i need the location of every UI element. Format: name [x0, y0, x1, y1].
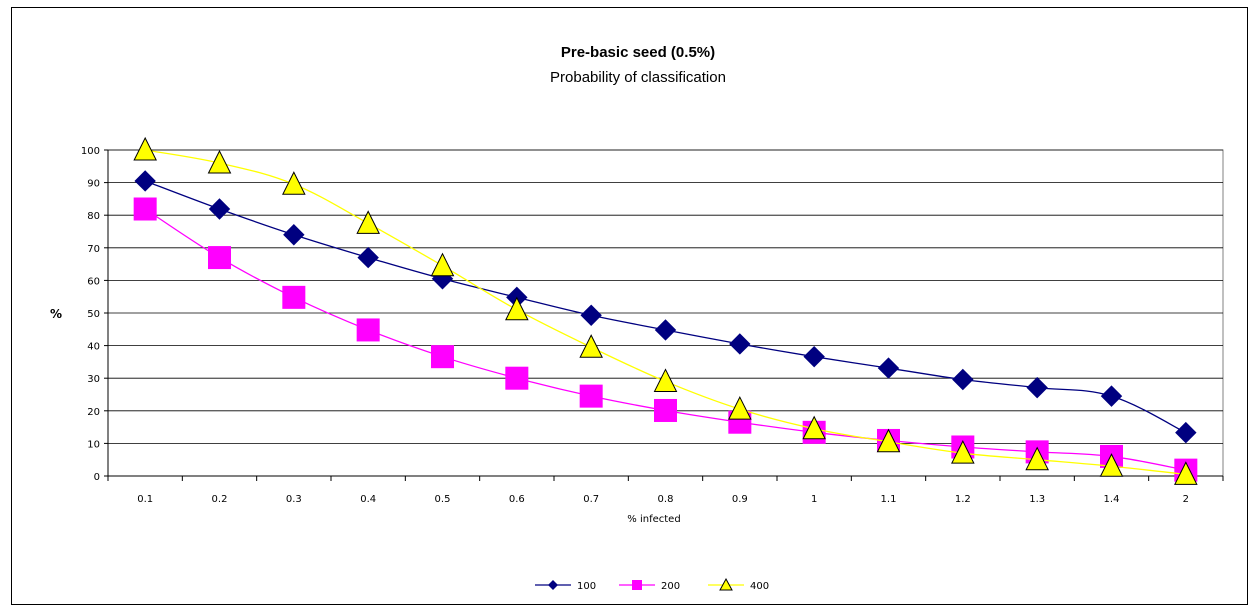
x-tick-label: 0.8	[658, 494, 674, 505]
chart-frame: Pre-basic seed (0.5%) Probability of cla…	[11, 7, 1248, 605]
data-point-200	[654, 398, 677, 422]
y-tick-label: 10	[87, 439, 100, 450]
y-tick-label: 90	[87, 179, 100, 190]
data-point-400	[1174, 461, 1198, 485]
y-tick-label: 50	[87, 309, 100, 320]
data-point-100	[729, 333, 751, 355]
data-point-100	[134, 170, 156, 192]
data-point-200	[282, 285, 306, 309]
data-point-400	[579, 334, 603, 358]
data-point-200	[505, 366, 529, 390]
y-tick-label: 30	[87, 374, 100, 385]
data-point-400	[653, 368, 678, 392]
legend-marker-400	[719, 577, 733, 591]
chart-subtitle: Probability of classification	[550, 69, 726, 86]
x-tick-label: 0.2	[212, 494, 228, 505]
data-point-400	[133, 136, 157, 161]
data-point-400	[1025, 446, 1049, 471]
data-point-100	[654, 319, 677, 341]
x-tick-label: 1.1	[881, 494, 897, 505]
data-point-100	[1175, 421, 1197, 444]
series-400	[133, 136, 1198, 485]
legend-marker-200	[632, 580, 642, 590]
x-axis-ticks: 0.1 0.2 0.3 0.4 0.5 0.6 0.7 0.8 0.9 1 1.1 1.2 1.3 1.4…	[107, 476, 1224, 505]
x-tick-label: 1.4	[1104, 494, 1120, 505]
data-point-400	[356, 210, 380, 234]
data-point-100	[208, 198, 231, 220]
data-point-100	[1026, 376, 1048, 399]
data-point-100	[357, 246, 379, 269]
y-tick-label: 40	[87, 342, 100, 353]
x-tick-label: 0.1	[137, 494, 153, 505]
data-point-100	[580, 304, 602, 326]
x-tick-label: 0.4	[360, 494, 376, 505]
data-point-100	[803, 345, 825, 368]
data-point-200	[356, 318, 380, 342]
legend-label-100: 100	[577, 581, 596, 592]
data-point-400	[728, 396, 752, 420]
y-axis-label: %	[50, 307, 62, 321]
data-point-100	[1100, 385, 1123, 407]
series-line-400	[145, 149, 1186, 476]
data-point-200	[579, 384, 603, 408]
x-tick-label: 1	[811, 494, 817, 505]
x-tick-label: 0.7	[583, 494, 599, 505]
x-tick-label: 1.3	[1029, 494, 1045, 505]
data-point-100	[283, 224, 305, 246]
data-point-400	[951, 440, 975, 464]
x-tick-label: 0.5	[435, 494, 451, 505]
x-axis-label: % infected	[627, 514, 680, 525]
y-tick-label: 20	[87, 407, 100, 418]
data-point-400	[430, 252, 455, 277]
series-100	[134, 170, 1197, 444]
chart-svg: Pre-basic seed (0.5%) Probability of cla…	[50, 44, 1224, 592]
x-tick-label: 0.3	[286, 494, 302, 505]
legend-label-200: 200	[661, 581, 680, 592]
data-point-400	[1099, 453, 1124, 477]
data-point-400	[802, 415, 826, 440]
y-tick-label: 70	[87, 244, 100, 255]
data-point-400	[876, 428, 901, 453]
x-tick-label: 2	[1183, 494, 1189, 505]
legend-marker-100	[548, 580, 558, 590]
y-tick-label: 0	[94, 472, 100, 483]
y-tick-label: 100	[81, 146, 100, 157]
data-point-200	[133, 197, 157, 221]
legend-label-400: 400	[750, 581, 769, 592]
chart-title: Pre-basic seed (0.5%)	[561, 44, 715, 61]
data-point-100	[952, 368, 974, 391]
x-tick-label: 1.2	[955, 494, 971, 505]
data-point-400	[505, 296, 529, 321]
series-layer	[133, 136, 1198, 485]
data-point-400	[207, 149, 232, 174]
data-point-200	[208, 246, 231, 270]
x-tick-label: 0.6	[509, 494, 525, 505]
y-tick-label: 60	[87, 276, 100, 287]
y-axis-ticks: 0 10 20 30 40 50 60 70 80 90 100	[81, 146, 108, 483]
x-tick-label: 0.9	[732, 494, 748, 505]
data-point-200	[431, 345, 454, 369]
legend: 100 200 400	[535, 577, 769, 592]
data-point-400	[282, 171, 306, 195]
data-point-100	[877, 357, 900, 379]
y-tick-label: 80	[87, 211, 100, 222]
